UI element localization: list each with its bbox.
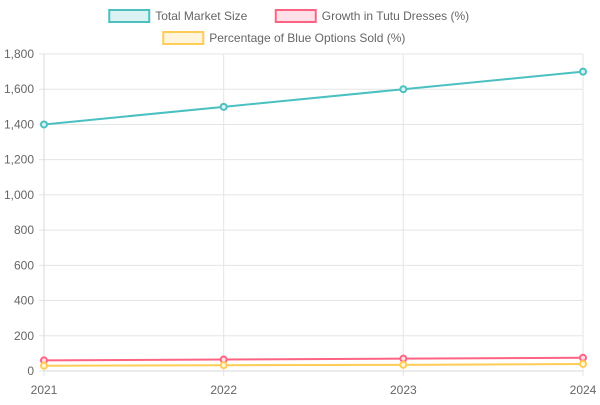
axes: 0 200 400 600 800 1,000 1,200 1,400 1,600 1,800 20… [4, 47, 597, 397]
data-point[interactable] [219, 102, 228, 111]
series-line-2 [43, 362, 584, 367]
legend-label: Growth in Tutu Dresses (%) [322, 9, 469, 23]
y-tick-label: 1,800 [4, 47, 34, 61]
y-tick-label: 200 [14, 329, 34, 343]
x-tick-label: 2021 [31, 383, 58, 397]
y-tick-label: 600 [14, 258, 34, 272]
legend-item[interactable]: Percentage of Blue Options Sold (%) [162, 31, 405, 45]
y-tick-label: 1,600 [4, 82, 34, 96]
y-tick-label: 0 [27, 364, 34, 378]
x-tick-label: 2024 [570, 383, 597, 397]
legend-item[interactable]: Total Market Size [108, 9, 248, 23]
legend-swatch [274, 9, 317, 23]
data-point[interactable] [579, 353, 587, 362]
data-point[interactable] [399, 360, 408, 369]
data-point[interactable] [399, 85, 408, 94]
series-line-0 [43, 70, 584, 126]
data-point[interactable] [399, 354, 408, 363]
legend-item[interactable]: Growth in Tutu Dresses (%) [274, 9, 469, 23]
data-point[interactable] [579, 359, 587, 368]
data-point[interactable] [40, 361, 48, 370]
series-line-1 [43, 356, 584, 362]
data-point[interactable] [219, 361, 228, 370]
legend-swatch [108, 9, 151, 23]
x-tick-label: 2022 [210, 383, 237, 397]
legend-swatch [162, 31, 205, 45]
data-point[interactable] [40, 120, 48, 129]
y-tick-label: 800 [14, 223, 34, 237]
legend: Total Market Size Growth in Tutu Dresses … [108, 9, 469, 45]
grid [39, 53, 584, 376]
y-tick-label: 1,400 [4, 117, 34, 131]
x-tick-label: 2023 [390, 383, 417, 397]
legend-label: Total Market Size [155, 9, 247, 23]
y-tick-label: 1,000 [4, 188, 34, 202]
y-tick-label: 400 [14, 294, 34, 308]
series-lines [40, 67, 587, 370]
data-point[interactable] [579, 67, 587, 76]
legend-label: Percentage of Blue Options Sold (%) [209, 31, 405, 45]
y-tick-label: 1,200 [4, 153, 34, 167]
